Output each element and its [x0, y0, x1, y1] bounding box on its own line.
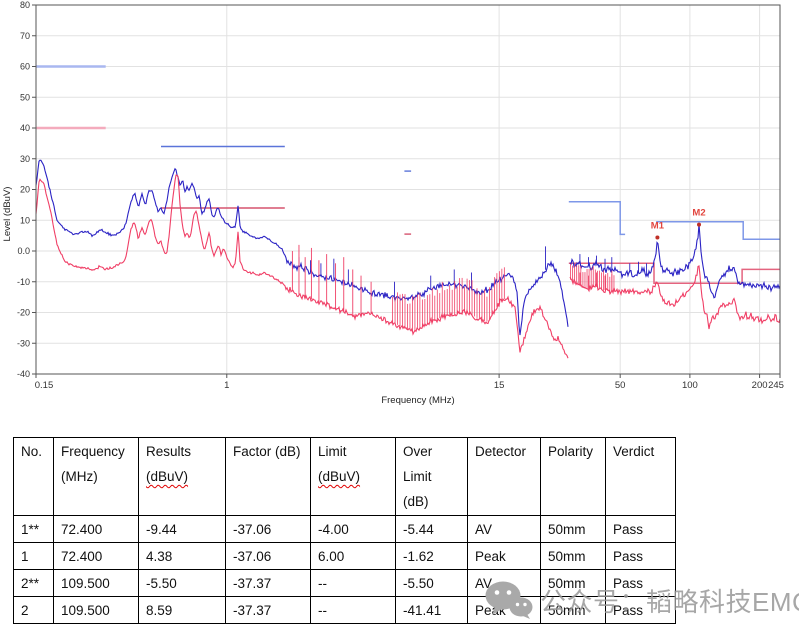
table-cell: Pass: [605, 596, 676, 624]
table-cell: Pass: [605, 569, 676, 597]
svg-text:-30: -30: [17, 338, 30, 348]
svg-text:0.15: 0.15: [35, 380, 54, 391]
svg-text:60: 60: [20, 62, 30, 72]
column-header: Detector: [467, 437, 541, 516]
table-row: 1** 72.400 -9.44 -37.06 -4.00 -5.44 AV 50mm Pass: [13, 515, 676, 543]
table-cell: Peak: [467, 596, 541, 624]
table-cell: -5.50: [138, 569, 226, 597]
table-cell: 8.59: [138, 596, 226, 624]
column-header: Frequency (MHz): [53, 437, 139, 516]
table-body: 1** 72.400 -9.44 -37.06 -4.00 -5.44 AV 50mm Pass…: [13, 515, 676, 624]
table-cell: -1.62: [395, 542, 468, 570]
table-cell: -9.44: [138, 515, 226, 543]
svg-text:50: 50: [615, 380, 626, 391]
column-header: Over Limit (dB): [395, 437, 468, 516]
svg-text:10: 10: [20, 215, 30, 225]
table-row: 2** 109.500 -5.50 -37.37 -- -5.50 AV 50mm Pass: [13, 569, 676, 597]
svg-text:-10: -10: [17, 277, 30, 287]
table-cell: -37.37: [225, 569, 311, 597]
table-cell: -41.41: [395, 596, 468, 624]
table-cell: 109.500: [53, 596, 139, 624]
svg-text:-40: -40: [17, 369, 30, 379]
column-header: Verdict: [605, 437, 676, 516]
table-cell: AV: [467, 569, 541, 597]
table-cell: Pass: [605, 515, 676, 543]
table-cell: 72.400: [53, 515, 139, 543]
svg-text:-20: -20: [17, 308, 30, 318]
column-header: Results (dBuV): [138, 437, 226, 516]
emission-spectrum-chart: M1 M2 80 70 60 50 40 30 20 10 0.0 -10 -20 -30 -40 0.15 1…: [2, 0, 784, 406]
table-cell: -37.37: [225, 596, 311, 624]
svg-text:M2: M2: [692, 208, 705, 219]
table-cell: -37.06: [225, 515, 311, 543]
table-row: 2 109.500 8.59 -37.37 -- -41.41 Peak 50mm Pass: [13, 596, 676, 624]
table-row: 1 72.400 4.38 -37.06 6.00 -1.62 Peak 50mm Pass: [13, 542, 676, 570]
table-cell: 2: [13, 596, 54, 624]
table-cell: 50mm: [540, 542, 606, 570]
table-header: No. Frequency (MHz) Results (dBuV) Factor (dB…: [13, 437, 676, 516]
results-table: No. Frequency (MHz) Results (dBuV) Factor (dB…: [13, 437, 676, 624]
table-cell: --: [310, 596, 396, 624]
svg-text:0.0: 0.0: [17, 246, 30, 256]
svg-text:40: 40: [20, 123, 30, 133]
svg-text:80: 80: [20, 0, 30, 10]
table-cell: 109.500: [53, 569, 139, 597]
column-header: Factor (dB): [225, 437, 311, 516]
table-cell: 2**: [13, 569, 54, 597]
svg-text:245: 245: [768, 380, 784, 391]
svg-text:Frequency (MHz): Frequency (MHz): [381, 395, 454, 406]
table-cell: 50mm: [540, 515, 606, 543]
table-cell: -37.06: [225, 542, 311, 570]
table-cell: --: [310, 569, 396, 597]
svg-text:M1: M1: [651, 221, 665, 232]
svg-text:1: 1: [224, 380, 229, 391]
svg-text:70: 70: [20, 31, 30, 41]
svg-text:50: 50: [20, 92, 30, 102]
table-cell: 72.400: [53, 542, 139, 570]
svg-text:20: 20: [20, 185, 30, 195]
table-cell: 1**: [13, 515, 54, 543]
table-cell: Peak: [467, 542, 541, 570]
svg-text:200: 200: [752, 380, 768, 391]
table-cell: 50mm: [540, 569, 606, 597]
svg-text:30: 30: [20, 154, 30, 164]
table-cell: -5.44: [395, 515, 468, 543]
column-header: No.: [13, 437, 54, 516]
column-header: Limit (dBuV): [310, 437, 396, 516]
svg-text:Level (dBuV): Level (dBuV): [2, 187, 13, 242]
column-header: Polarity: [540, 437, 606, 516]
svg-text:15: 15: [494, 380, 505, 391]
table-cell: -5.50: [395, 569, 468, 597]
table-cell: 50mm: [540, 596, 606, 624]
table-cell: -4.00: [310, 515, 396, 543]
table-cell: AV: [467, 515, 541, 543]
table-cell: 4.38: [138, 542, 226, 570]
spectrum-plot: M1 M2 80 70 60 50 40 30 20 10 0.0 -10 -20 -30 -40 0.15 1…: [2, 0, 784, 406]
table-cell: 1: [13, 542, 54, 570]
svg-text:100: 100: [682, 380, 698, 391]
table-cell: 6.00: [310, 542, 396, 570]
table-cell: Pass: [605, 542, 676, 570]
